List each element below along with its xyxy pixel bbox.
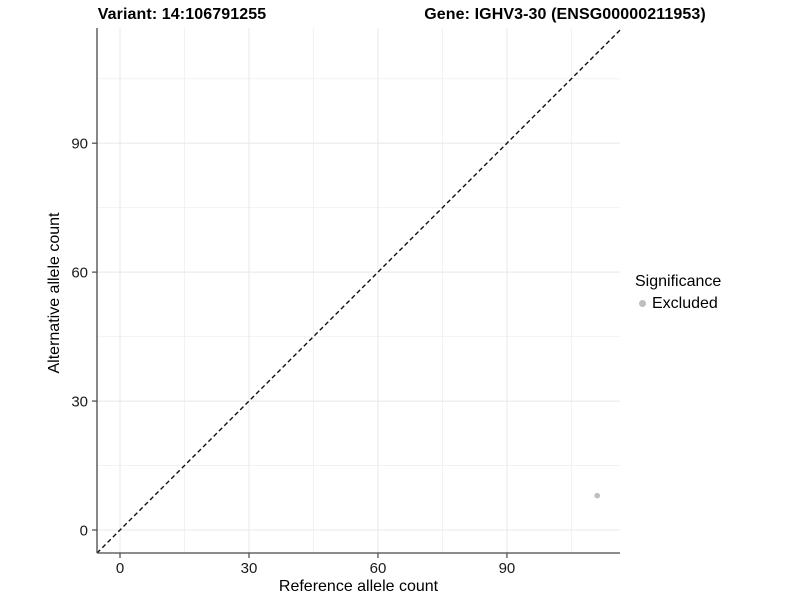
x-tick-label: 30: [241, 560, 258, 577]
legend-key-dot-icon: [639, 300, 646, 307]
variant-title: Variant: 14:106791255: [97, 6, 267, 23]
legend-title: Significance: [635, 273, 722, 290]
y-tick-label: 90: [71, 136, 88, 153]
y-tick-label: 30: [71, 394, 88, 411]
gene-title: Gene: IGHV3-30 (ENSG00000211953): [424, 6, 706, 23]
y-axis-title: Alternative allele count: [46, 212, 63, 374]
identity-line: [96, 29, 621, 554]
y-tick-label: 0: [80, 523, 88, 540]
legend: Significance Excluded: [635, 272, 721, 313]
data-point: [594, 492, 601, 499]
x-tick-label: 0: [116, 560, 124, 577]
legend-item-excluded: Excluded: [635, 294, 721, 313]
y-tick-label: 60: [71, 265, 88, 282]
x-axis-title: Reference allele count: [278, 578, 439, 595]
x-tick-label: 60: [370, 560, 387, 577]
x-tick-label: 90: [499, 560, 516, 577]
legend-item-label: Excluded: [652, 295, 718, 312]
